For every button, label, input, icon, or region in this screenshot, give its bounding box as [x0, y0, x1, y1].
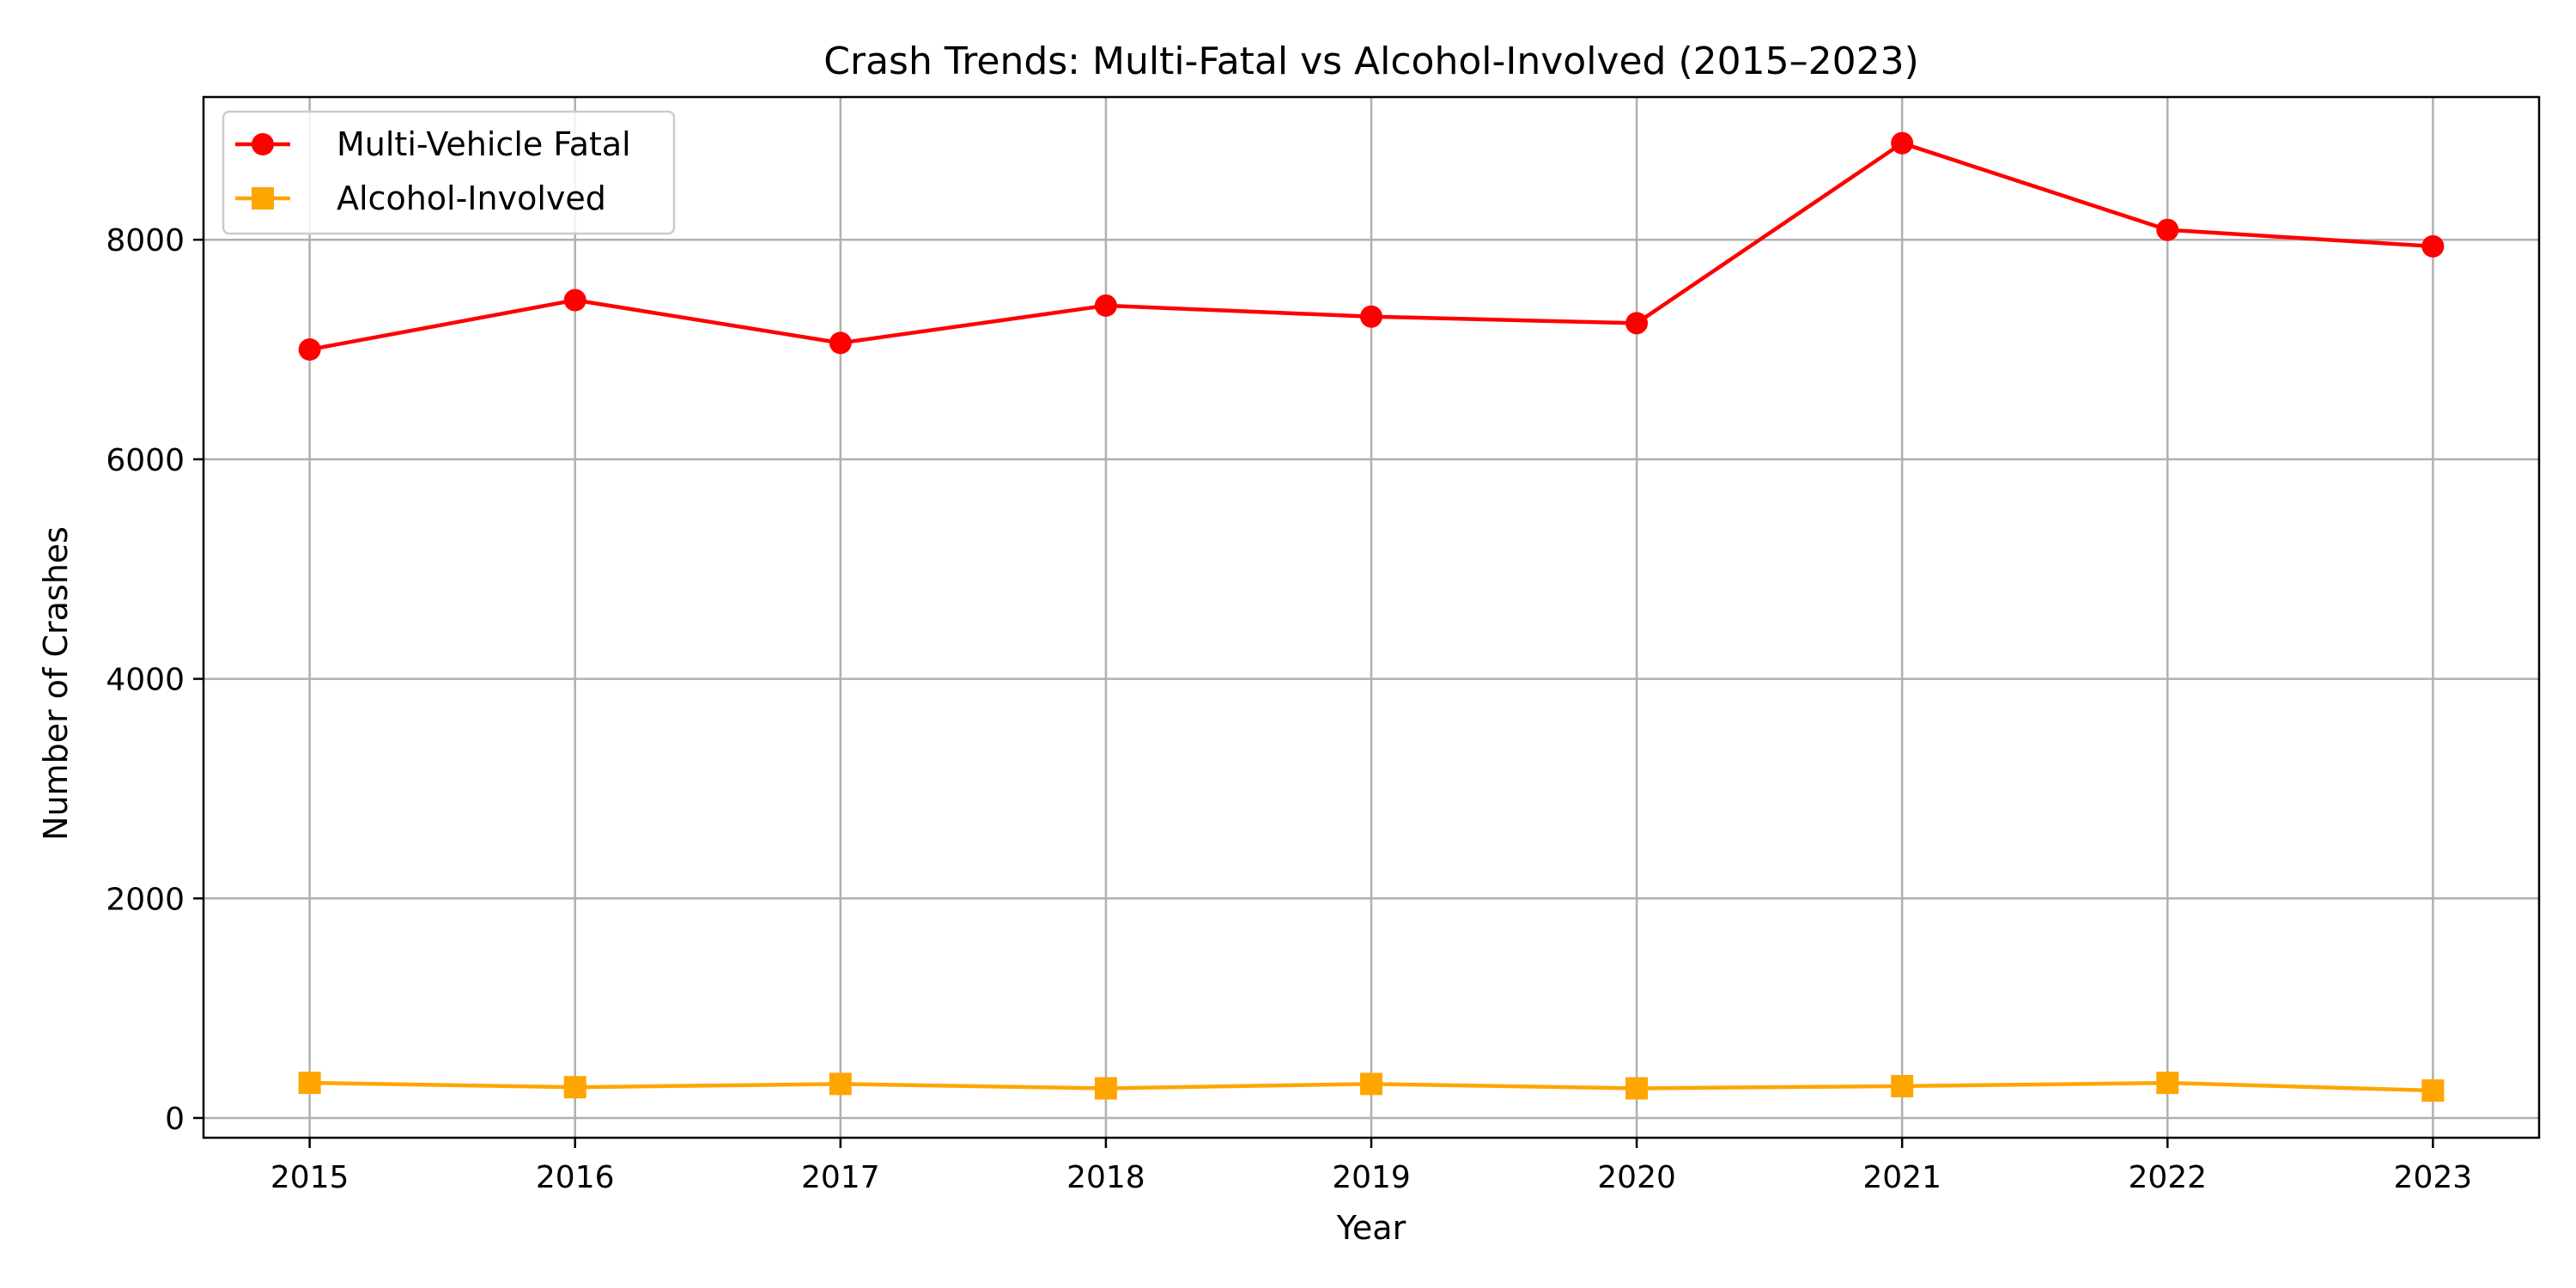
series-1	[298, 131, 2445, 361]
data-point	[1891, 1074, 1914, 1097]
legend-entry: Multi-Vehicle Fatal	[235, 125, 631, 163]
series-layer	[202, 95, 2541, 1139]
plot-frame	[202, 95, 2541, 1139]
legend: Multi-Vehicle Fatal Alcohol-Involved	[222, 110, 676, 235]
data-point	[563, 1076, 586, 1099]
legend-entry: Alcohol-Involved	[235, 179, 606, 217]
x-axis-label: Year	[1336, 1209, 1406, 1247]
data-point	[2156, 1072, 2179, 1095]
y-tick-label: 0	[165, 1102, 185, 1137]
data-point	[563, 289, 586, 312]
x-tick-label: 2019	[1332, 1160, 1411, 1195]
x-tick-label: 2020	[1597, 1160, 1676, 1195]
y-axis: 0 2000 4000 6000 8000	[106, 223, 204, 1137]
data-point	[829, 331, 852, 355]
y-tick-label: 2000	[106, 882, 185, 917]
x-tick-label: 2018	[1066, 1160, 1145, 1195]
data-point	[2156, 218, 2179, 241]
x-tick-label: 2017	[801, 1160, 880, 1195]
x-tick-label: 2016	[536, 1160, 615, 1195]
y-axis-label: Number of Crashes	[37, 526, 75, 841]
chart-title: Crash Trends: Multi-Fatal vs Alcohol-Inv…	[823, 39, 1918, 83]
legend-marker	[252, 133, 274, 155]
plot-area	[204, 97, 2539, 1138]
x-tick-label: 2022	[2128, 1160, 2207, 1195]
data-point	[829, 1072, 852, 1096]
legend-label: Multi-Vehicle Fatal	[337, 125, 631, 163]
data-point	[1360, 1072, 1382, 1096]
data-point	[1625, 312, 1649, 335]
data-point	[1094, 294, 1117, 317]
data-point	[1360, 305, 1382, 328]
y-tick-label: 8000	[106, 223, 185, 258]
y-tick-label: 4000	[106, 663, 185, 698]
x-axis: 2015 2016 2017 2018 2019 2020 2021 2022 2023	[270, 1138, 2472, 1195]
data-point	[2421, 1079, 2445, 1103]
data-point	[2421, 234, 2445, 258]
data-point	[1625, 1077, 1649, 1100]
data-point	[1094, 1077, 1117, 1100]
y-tick-label: 6000	[106, 443, 185, 478]
data-point	[1891, 131, 1914, 155]
data-point	[298, 1072, 321, 1095]
series-2	[298, 1072, 2445, 1103]
data-point	[298, 338, 321, 361]
x-tick-label: 2021	[1862, 1160, 1941, 1195]
x-tick-label: 2023	[2394, 1160, 2473, 1195]
legend-marker	[252, 187, 274, 210]
x-tick-label: 2015	[270, 1160, 349, 1195]
legend-box	[222, 110, 676, 235]
legend-label: Alcohol-Involved	[337, 179, 606, 217]
